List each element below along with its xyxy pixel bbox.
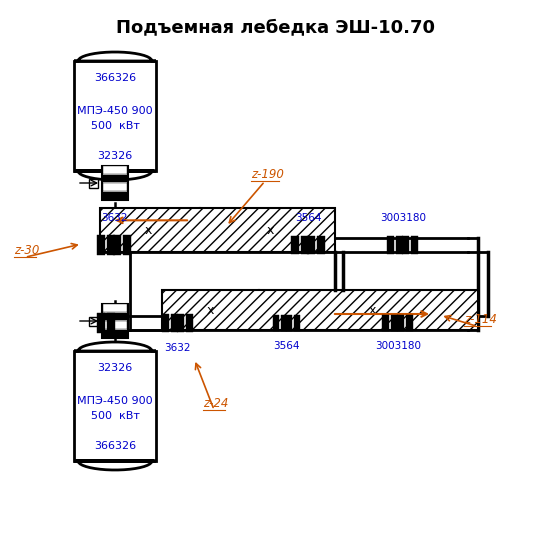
Text: z-24: z-24 bbox=[203, 397, 229, 410]
Bar bbox=[281, 315, 287, 331]
Bar bbox=[100, 208, 335, 252]
Bar bbox=[397, 315, 404, 331]
Bar bbox=[411, 236, 418, 254]
Text: 3632: 3632 bbox=[164, 343, 190, 353]
Text: z-30: z-30 bbox=[14, 244, 39, 257]
Text: 3632: 3632 bbox=[101, 213, 128, 223]
Text: z-190: z-190 bbox=[251, 168, 284, 181]
Text: x: x bbox=[266, 224, 274, 236]
Bar bbox=[103, 312, 127, 320]
Bar bbox=[294, 315, 300, 331]
Bar bbox=[317, 236, 325, 254]
Bar bbox=[103, 175, 127, 182]
Bar bbox=[307, 236, 315, 254]
Bar bbox=[406, 315, 413, 331]
Bar bbox=[286, 315, 292, 331]
Bar bbox=[97, 235, 105, 255]
Polygon shape bbox=[74, 342, 156, 351]
Bar bbox=[291, 236, 299, 254]
Bar bbox=[171, 314, 178, 332]
Text: x: x bbox=[144, 224, 152, 236]
Bar bbox=[162, 290, 478, 330]
Text: 366326: 366326 bbox=[94, 441, 136, 451]
Text: 3564: 3564 bbox=[295, 213, 321, 223]
Bar bbox=[89, 178, 98, 188]
Bar bbox=[387, 236, 394, 254]
Bar bbox=[301, 236, 309, 254]
Bar bbox=[107, 235, 115, 255]
Bar bbox=[123, 235, 131, 255]
Bar bbox=[382, 315, 389, 331]
Bar bbox=[402, 236, 409, 254]
Bar bbox=[103, 321, 127, 329]
Polygon shape bbox=[74, 171, 156, 180]
Text: 3564: 3564 bbox=[273, 341, 299, 351]
Bar bbox=[97, 313, 105, 333]
Bar bbox=[103, 191, 127, 199]
Text: x: x bbox=[206, 303, 214, 316]
Text: Подъемная лебедка ЭШ-10.70: Подъемная лебедка ЭШ-10.70 bbox=[116, 18, 436, 36]
Polygon shape bbox=[74, 52, 156, 61]
Bar bbox=[107, 313, 115, 333]
Text: МПЭ-450 900: МПЭ-450 900 bbox=[77, 396, 153, 406]
Bar bbox=[74, 61, 156, 171]
Bar bbox=[102, 304, 128, 338]
Text: 3003180: 3003180 bbox=[380, 213, 426, 223]
Bar bbox=[103, 183, 127, 190]
Bar bbox=[177, 314, 184, 332]
Bar bbox=[103, 330, 127, 337]
Bar bbox=[186, 314, 193, 332]
Bar bbox=[103, 166, 127, 174]
Text: x: x bbox=[368, 303, 376, 316]
Bar bbox=[103, 304, 127, 311]
Text: 366326: 366326 bbox=[94, 73, 136, 83]
Bar bbox=[391, 315, 398, 331]
Text: 500  кВт: 500 кВт bbox=[91, 121, 140, 131]
Text: 3003180: 3003180 bbox=[375, 341, 421, 351]
Bar bbox=[102, 166, 128, 200]
Bar bbox=[113, 235, 121, 255]
Text: 32326: 32326 bbox=[97, 151, 132, 161]
Text: 32326: 32326 bbox=[97, 363, 132, 373]
Bar bbox=[396, 236, 403, 254]
Bar bbox=[74, 351, 156, 461]
Bar bbox=[273, 315, 279, 331]
Text: МПЭ-450 900: МПЭ-450 900 bbox=[77, 106, 153, 116]
Text: z-114: z-114 bbox=[464, 313, 497, 326]
Bar bbox=[162, 314, 169, 332]
Bar bbox=[89, 316, 98, 325]
Text: 500  кВт: 500 кВт bbox=[91, 411, 140, 421]
Polygon shape bbox=[74, 461, 156, 470]
